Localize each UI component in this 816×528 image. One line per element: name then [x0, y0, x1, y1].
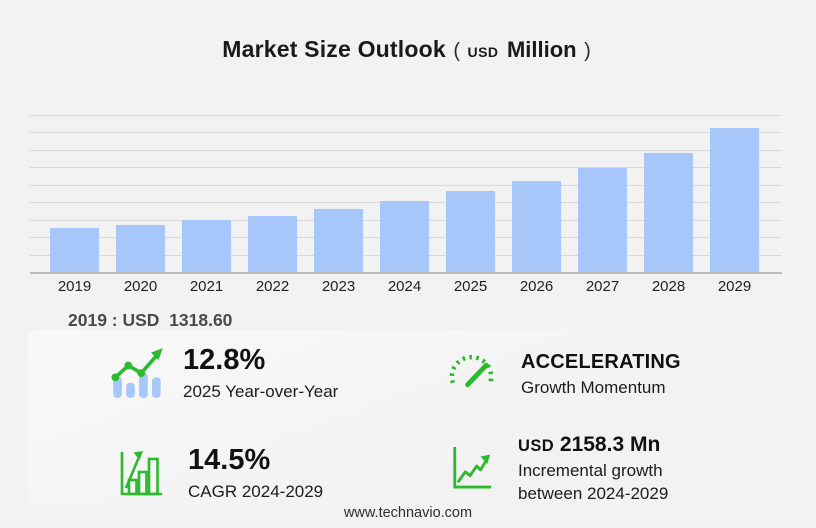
stat-yoy: 12.8% 2025 Year-over-Year — [110, 344, 338, 405]
momentum-value: ACCELERATING — [521, 351, 681, 373]
gridline — [30, 167, 782, 169]
x-axis-label-2028: 2028 — [651, 278, 686, 295]
bar-2020 — [116, 225, 165, 272]
chart-title-main: Market Size Outlook — [222, 36, 446, 62]
incremental-value: USD 2158.3 Mn — [518, 434, 696, 455]
incremental-amount: 2158.3 Mn — [559, 433, 661, 456]
title-unit: Million — [506, 37, 577, 62]
x-axis-label-2024: 2024 — [387, 278, 422, 295]
x-axis-label-2021: 2021 — [189, 278, 224, 295]
x-axis-label-2025: 2025 — [453, 278, 488, 295]
yoy-label: 2025 Year-over-Year — [183, 381, 339, 401]
momentum-label: Growth Momentum — [521, 378, 666, 398]
growth-bars-icon — [118, 447, 164, 502]
bar-2028 — [644, 153, 693, 272]
x-axis-label-2026: 2026 — [519, 278, 554, 295]
line-chart-arrow-icon — [450, 442, 492, 497]
bar-2029 — [710, 128, 759, 272]
baseline-2019-annotation: 2019 : USD 1318.60 — [68, 310, 233, 330]
title-paren-open: ( — [453, 40, 460, 62]
chart-title: Market Size Outlook ( USD Million ) — [0, 36, 816, 63]
trend-bars-icon — [110, 344, 166, 405]
x-axis-label-2029: 2029 — [717, 278, 752, 295]
x-axis-labels: 2019 2020 2021 2022 2023 2024 2025 2026 2027 2028… — [30, 278, 782, 296]
gridline — [30, 184, 782, 186]
stat-cagr: 14.5% CAGR 2024-2029 — [118, 444, 324, 503]
stat-momentum: ACCELERATING Growth Momentum — [448, 352, 681, 399]
x-axis-label-2020: 2020 — [123, 278, 158, 295]
x-axis-label-2027: 2027 — [585, 278, 620, 295]
cagr-value: 14.5% — [188, 444, 271, 476]
gridline — [30, 115, 782, 116]
bar-2019 — [50, 228, 99, 272]
bar-2026 — [512, 181, 561, 272]
speedometer-icon — [448, 352, 495, 399]
incremental-label: Incremental growth between 2024-2029 — [518, 461, 669, 503]
footer-url: www.technavio.com — [343, 505, 473, 521]
plot-area — [30, 115, 782, 274]
title-currency: USD — [467, 44, 499, 60]
bar-2027 — [578, 168, 627, 272]
cagr-label: CAGR 2024-2029 — [188, 481, 324, 501]
stat-incremental: USD 2158.3 Mn Incremental growth between… — [450, 434, 696, 505]
bar-2025 — [446, 191, 495, 272]
title-paren-close: ) — [584, 40, 591, 62]
x-axis-label-2023: 2023 — [321, 278, 356, 295]
bar-2021 — [182, 219, 231, 272]
bar-2022 — [248, 215, 297, 272]
bar-2024 — [380, 200, 429, 272]
incremental-currency: USD — [518, 437, 555, 455]
x-axis-label-2019: 2019 — [57, 278, 92, 295]
gridline — [30, 149, 782, 151]
yoy-value: 12.8% — [183, 344, 266, 377]
x-axis-label-2022: 2022 — [255, 278, 290, 295]
bar-2023 — [314, 208, 363, 272]
gridline — [30, 132, 782, 134]
